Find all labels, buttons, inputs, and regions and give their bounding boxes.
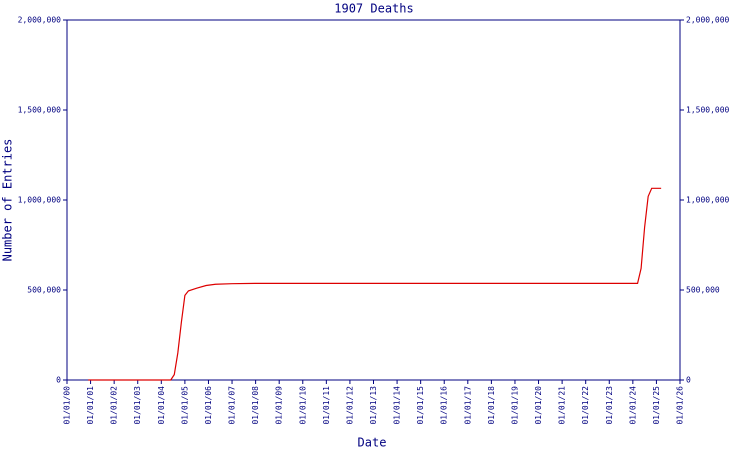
y-tick-label: 1,000,000 <box>18 196 62 205</box>
x-tick-label: 01/01/19 <box>510 386 519 425</box>
chart-title: 1907 Deaths <box>334 2 413 16</box>
x-tick-label: 01/01/18 <box>487 386 496 425</box>
y2-tick-label: 2,000,000 <box>686 16 730 25</box>
x-tick-label: 01/01/25 <box>652 386 661 425</box>
x-axis-label: Date <box>358 436 387 450</box>
x-tick-label: 01/01/16 <box>440 386 449 425</box>
x-tick-label: 01/01/04 <box>157 386 166 425</box>
x-tick-label: 01/01/24 <box>628 386 637 425</box>
x-tick-label: 01/01/26 <box>676 386 685 425</box>
x-tick-label: 01/01/12 <box>345 386 354 425</box>
x-tick-label: 01/01/20 <box>534 386 543 425</box>
x-tick-label: 01/01/14 <box>393 386 402 425</box>
x-tick-label: 01/01/10 <box>298 386 307 425</box>
y2-tick-label: 0 <box>686 376 691 385</box>
x-tick-label: 01/01/13 <box>369 386 378 425</box>
x-tick-label: 01/01/17 <box>463 386 472 425</box>
x-tick-label: 01/01/03 <box>133 386 142 425</box>
x-tick-label: 01/01/15 <box>416 386 425 425</box>
x-tick-label: 01/01/08 <box>251 386 260 425</box>
x-tick-label: 01/01/21 <box>558 386 567 425</box>
x-tick-label: 01/01/22 <box>581 386 590 425</box>
y-tick-label: 2,000,000 <box>18 16 62 25</box>
x-tick-label: 01/01/06 <box>204 386 213 425</box>
x-tick-label: 01/01/02 <box>110 386 119 425</box>
x-tick-label: 01/01/05 <box>180 386 189 425</box>
y-tick-label: 500,000 <box>27 286 61 295</box>
data-line <box>88 187 662 381</box>
x-tick-label: 01/01/07 <box>228 386 237 425</box>
x-tick-label: 01/01/00 <box>63 386 72 425</box>
y2-tick-label: 1,000,000 <box>686 196 730 205</box>
x-tick-label: 01/01/09 <box>275 386 284 425</box>
y2-tick-label: 500,000 <box>686 286 720 295</box>
y-tick-label: 1,500,000 <box>18 106 62 115</box>
y-axis-label: Number of Entries <box>1 139 15 262</box>
y-tick-label: 0 <box>56 376 61 385</box>
y2-tick-label: 1,500,000 <box>686 106 730 115</box>
x-tick-label: 01/01/11 <box>322 386 331 425</box>
plot-frame <box>66 19 681 381</box>
x-tick-label: 01/01/23 <box>605 386 614 425</box>
x-tick-label: 01/01/01 <box>86 386 95 425</box>
